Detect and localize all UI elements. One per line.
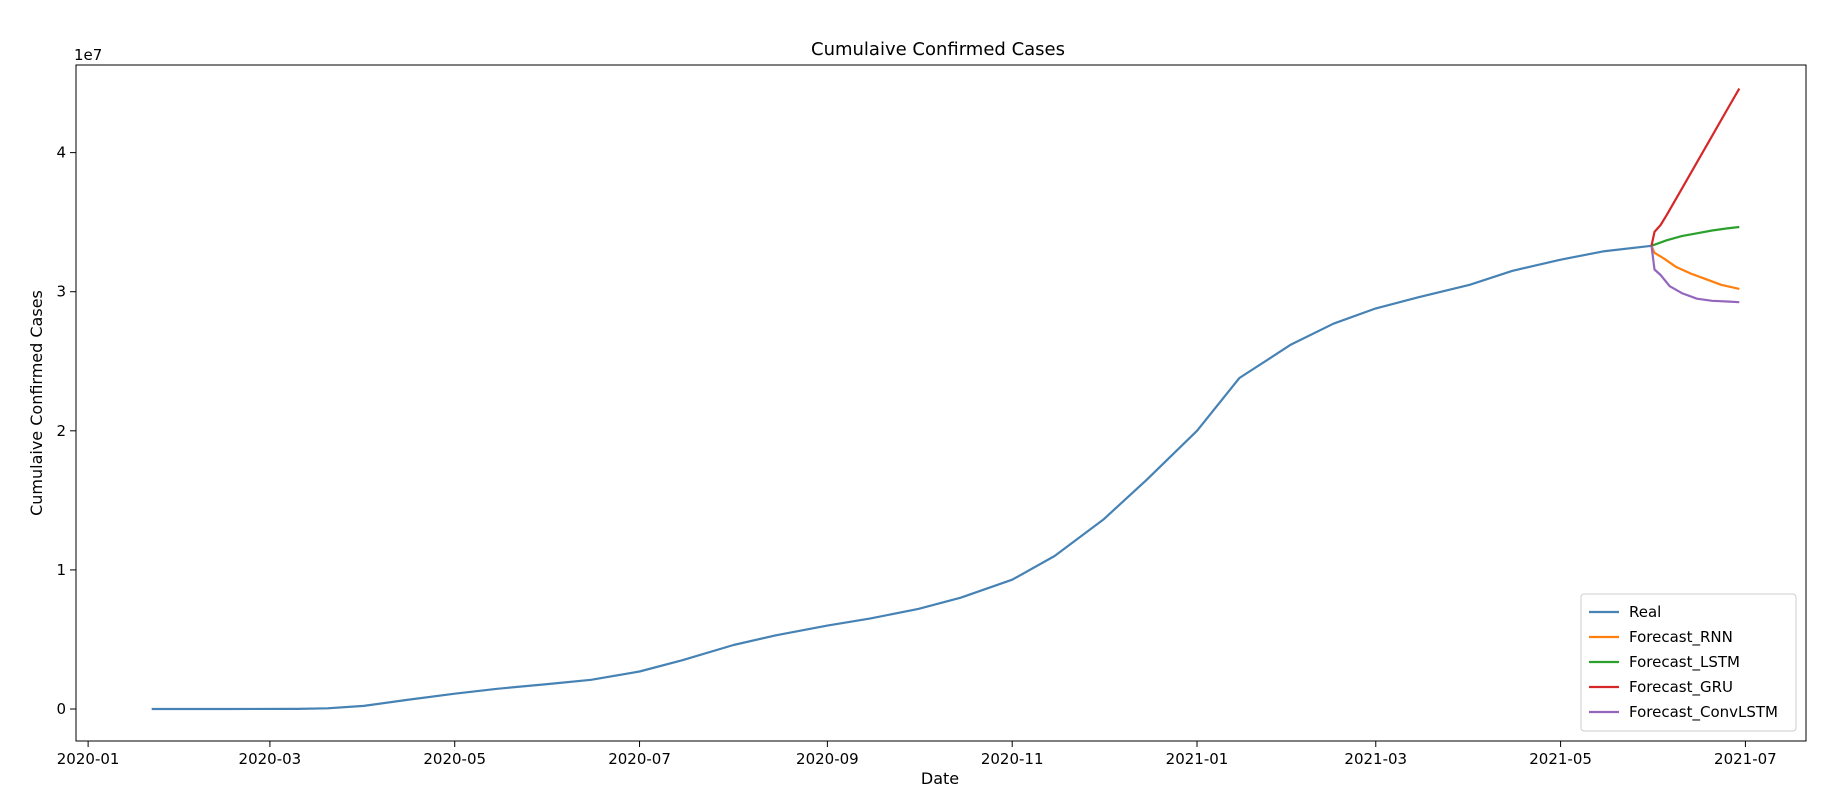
y-tick-label: 0	[56, 700, 66, 718]
y-tick-label: 1	[56, 561, 66, 579]
x-tick-label: 2021-01	[1166, 750, 1229, 768]
x-tick-label: 2021-03	[1344, 750, 1407, 768]
axes-frame	[75, 64, 1807, 742]
x-tick-label: 2021-05	[1529, 750, 1592, 768]
series-line-forecast-rnn	[1650, 245, 1740, 290]
chart-title: Cumulaive Confirmed Cases	[811, 39, 1065, 60]
legend: Real Forecast_RNN Forecast_LSTM Forecast_GR…	[1580, 593, 1797, 732]
legend-label-forecast-gru: Forecast_GRU	[1629, 678, 1733, 697]
legend-label-forecast-lstm: Forecast_LSTM	[1629, 653, 1740, 672]
series-line-forecast-convlstm	[1650, 245, 1740, 304]
plot-area	[151, 88, 1741, 711]
y-offset-text: 1e7	[74, 46, 102, 64]
series-line-forecast-lstm	[1651, 225, 1740, 247]
legend-label-forecast-convlstm: Forecast_ConvLSTM	[1629, 703, 1778, 722]
series-line-forecast-gru	[1650, 88, 1741, 247]
x-tick-label: 2020-07	[608, 750, 671, 768]
x-tick-label: 2021-07	[1714, 750, 1777, 768]
y-tick-label: 3	[56, 283, 66, 301]
legend-label-forecast-rnn: Forecast_RNN	[1629, 628, 1733, 647]
legend-box	[1580, 593, 1797, 732]
x-tick-label: 2020-11	[981, 750, 1044, 768]
y-tick-label: 2	[56, 422, 66, 440]
x-axis-label: Date	[921, 769, 959, 788]
x-tick-label: 2020-05	[423, 750, 486, 768]
x-tick-label: 2020-01	[57, 750, 120, 768]
y-axis-label: Cumulaive Confirmed Cases	[27, 290, 46, 516]
x-axis: 2020-01 2020-03 2020-05 2020-07 2020-09 2020-…	[57, 741, 1777, 768]
y-tick-label: 4	[56, 144, 66, 162]
y-axis: 0 1 2 3 4	[56, 144, 76, 718]
x-tick-label: 2020-09	[796, 750, 859, 768]
x-tick-label: 2020-03	[239, 750, 302, 768]
series-line-real	[151, 244, 1652, 711]
legend-label-real: Real	[1629, 603, 1661, 621]
